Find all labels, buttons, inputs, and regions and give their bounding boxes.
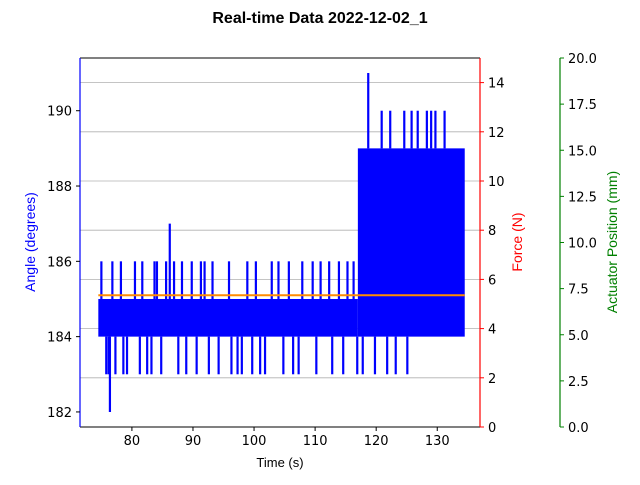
actuator-tick-label: 12.5 <box>568 190 597 205</box>
actuator-tick-label: 0.0 <box>568 421 589 436</box>
x-tick-label: 130 <box>425 434 450 449</box>
force-tick-label: 12 <box>488 126 505 141</box>
force-tick-label: 14 <box>488 77 505 92</box>
angle-tick-label: 188 <box>47 180 72 195</box>
angle-oscillation-band <box>357 148 465 337</box>
x-axis-label: Time (s) <box>256 455 303 470</box>
x-tick-label: 120 <box>364 434 389 449</box>
force-tick-label: 4 <box>488 323 496 338</box>
force-tick-label: 2 <box>488 372 496 387</box>
angle-tick-label: 182 <box>47 406 72 421</box>
actuator-tick-label: 10.0 <box>568 237 597 252</box>
force-tick-label: 10 <box>488 175 505 190</box>
x-tick-label: 80 <box>124 434 141 449</box>
x-tick-label: 100 <box>242 434 267 449</box>
force-tick-label: 8 <box>488 224 496 239</box>
actuator-tick-label: 2.5 <box>568 375 589 390</box>
force-tick-label: 0 <box>488 421 496 436</box>
angle-axis-label: Angle (degrees) <box>22 192 38 292</box>
actuator-axis-label: Actuator Position (mm) <box>604 171 620 313</box>
x-tick-label: 90 <box>185 434 202 449</box>
angle-oscillation-band <box>98 298 358 337</box>
angle-tick-label: 186 <box>47 255 72 270</box>
angle-tick-label: 184 <box>47 331 72 346</box>
actuator-tick-label: 17.5 <box>568 98 597 113</box>
plot-area: 80 90 100 110 120 130 182 184 186 188 190 0 2 4 6 8 10 12… <box>47 52 597 449</box>
actuator-tick-label: 7.5 <box>568 283 589 298</box>
force-tick-label: 6 <box>488 273 496 288</box>
actuator-tick-label: 5.0 <box>568 329 589 344</box>
actuator-tick-label: 15.0 <box>568 144 597 159</box>
x-tick-label: 110 <box>303 434 328 449</box>
angle-tick-label: 190 <box>47 105 72 120</box>
chart-title: Real-time Data 2022-12-02_1 <box>212 10 427 27</box>
force-axis-label: Force (N) <box>509 212 525 271</box>
actuator-tick-label: 20.0 <box>568 52 597 67</box>
